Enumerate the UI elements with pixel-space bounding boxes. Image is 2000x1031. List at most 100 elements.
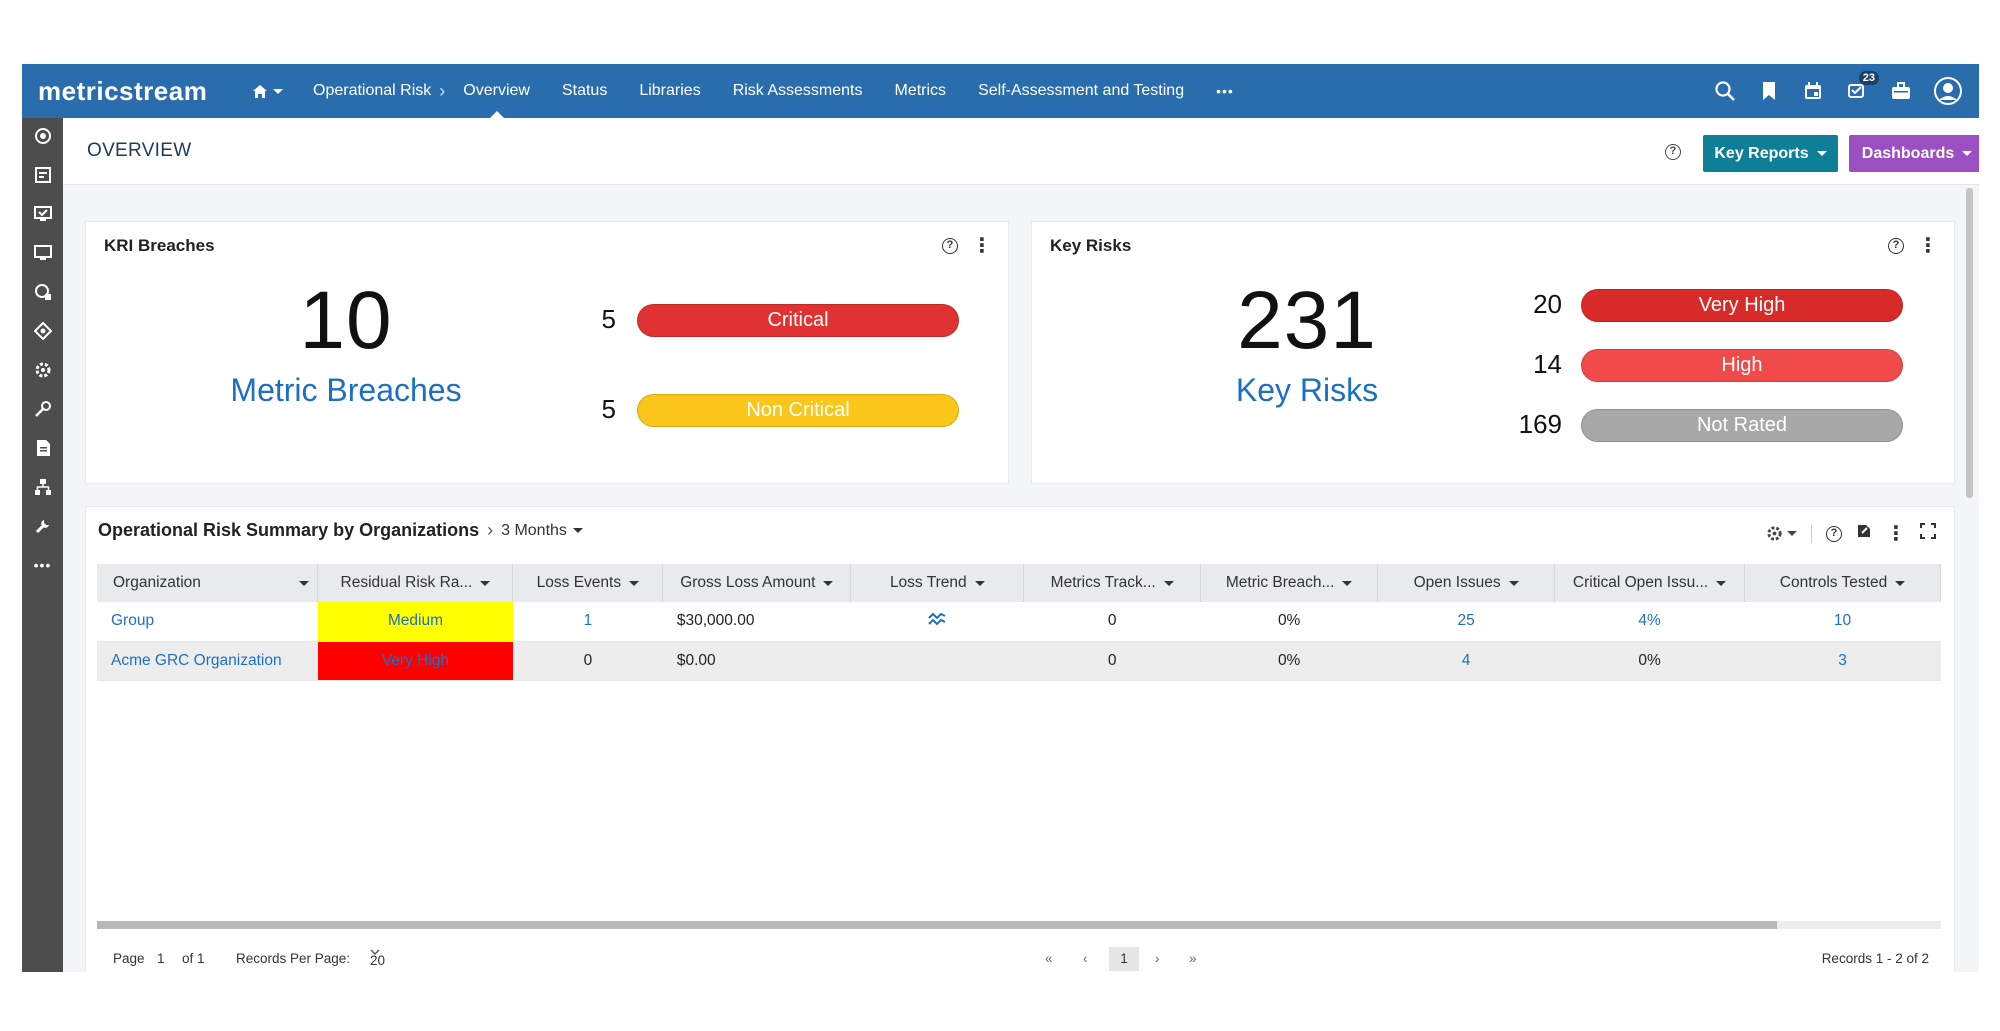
col-open-issues[interactable]: Open Issues: [1377, 564, 1556, 602]
grid-settings-gear-icon[interactable]: [1766, 525, 1797, 542]
page-label: Page: [113, 951, 145, 966]
kri-total-label[interactable]: Metric Breaches: [230, 372, 462, 408]
key-reports-button[interactable]: Key Reports: [1703, 135, 1838, 172]
main-nav: Operational Risk › Overview Status Libra…: [242, 64, 1250, 118]
risk-assessment-icon[interactable]: [33, 282, 53, 302]
last-page-icon[interactable]: »: [1189, 951, 1197, 966]
operational-risk-icon[interactable]: [33, 126, 53, 146]
sort-caret-icon: [974, 580, 985, 586]
help-icon[interactable]: ?: [1826, 525, 1842, 542]
records-per-page-select[interactable]: 20: [370, 949, 385, 968]
nav-more-button[interactable]: •••: [1216, 83, 1234, 99]
controls-tested-cell[interactable]: 10: [1744, 602, 1941, 642]
notifications-icon[interactable]: 23: [1845, 71, 1879, 103]
expand-icon[interactable]: [1920, 523, 1936, 544]
records-per-page-value: 20: [370, 953, 386, 968]
col-loss-events[interactable]: Loss Events: [512, 564, 664, 602]
col-controls-tested[interactable]: Controls Tested: [1744, 564, 1941, 602]
critical-open-cell[interactable]: 4%: [1554, 602, 1745, 642]
key-risks-card: Key Risks ? ⋮ 231 Key Risks 20 Very High…: [1031, 221, 1955, 484]
grid-tools: ? ⋮: [1766, 523, 1936, 544]
col-metrics-track[interactable]: Metrics Track...: [1023, 564, 1202, 602]
loss-events-cell[interactable]: 1: [512, 602, 663, 642]
open-issues-cell[interactable]: 25: [1377, 602, 1555, 642]
col-label: Gross Loss Amount: [680, 574, 816, 591]
controls-icon[interactable]: [33, 321, 53, 341]
col-organization[interactable]: Organization: [97, 564, 319, 602]
col-label: Loss Events: [536, 574, 622, 591]
col-metric-breach[interactable]: Metric Breach...: [1200, 564, 1379, 602]
scrollbar-thumb[interactable]: [97, 921, 1777, 929]
col-critical-open[interactable]: Critical Open Issu...: [1554, 564, 1746, 602]
col-label: Loss Trend: [889, 574, 967, 591]
nav-item-metrics[interactable]: Metrics: [894, 82, 947, 99]
page-of: of 1: [182, 951, 205, 966]
reports-icon[interactable]: [33, 165, 53, 185]
very-high-count: 20: [1533, 289, 1562, 319]
monitor-check-icon[interactable]: [33, 204, 53, 224]
bookmark-icon[interactable]: [1757, 79, 1781, 103]
calendar-icon[interactable]: [1801, 79, 1825, 103]
high-bar[interactable]: High: [1581, 349, 1903, 382]
nav-item-libraries[interactable]: Libraries: [639, 82, 701, 99]
controls-tested-cell[interactable]: 3: [1744, 641, 1941, 681]
org-name[interactable]: Group: [97, 602, 318, 642]
chevron-down-icon: [1962, 151, 1973, 156]
open-issues-cell[interactable]: 4: [1377, 641, 1555, 681]
org-name[interactable]: Acme GRC Organization: [97, 641, 318, 681]
kebab-menu-icon[interactable]: ⋮: [972, 235, 992, 257]
col-gross-loss[interactable]: Gross Loss Amount: [662, 564, 852, 602]
very-high-bar[interactable]: Very High: [1581, 289, 1903, 322]
residual-risk-cell[interactable]: Very High: [317, 641, 513, 681]
kri-non-critical-bar[interactable]: Non Critical: [637, 394, 959, 427]
period-dropdown[interactable]: 3 Months: [501, 522, 583, 540]
help-icon[interactable]: ?: [1665, 144, 1681, 160]
dashboards-button[interactable]: Dashboards: [1849, 135, 1979, 172]
current-page-button[interactable]: 1: [1109, 947, 1139, 971]
col-residual-risk[interactable]: Residual Risk Ra...: [317, 564, 514, 602]
kebab-menu-icon[interactable]: ⋮: [1918, 235, 1938, 257]
home-menu-button[interactable]: [242, 64, 297, 118]
key-risks-total-label[interactable]: Key Risks: [1235, 372, 1379, 408]
wrench-icon[interactable]: [33, 516, 53, 536]
metric-breach-cell: 0%: [1200, 641, 1378, 681]
nav-item-risk-assessments[interactable]: Risk Assessments: [732, 82, 863, 99]
more-apps-icon[interactable]: •••: [33, 557, 52, 573]
briefcase-icon[interactable]: [1889, 79, 1913, 103]
table-header-row: Organization Residual Risk Ra... Loss Ev…: [97, 564, 1941, 602]
nav-item-self-assessment[interactable]: Self-Assessment and Testing: [978, 82, 1185, 99]
document-icon[interactable]: [33, 438, 53, 458]
kebab-menu-icon[interactable]: ⋮: [1886, 522, 1906, 545]
export-icon[interactable]: [1856, 523, 1872, 544]
user-avatar-icon[interactable]: [1933, 76, 1963, 106]
page-title: OVERVIEW: [87, 140, 192, 161]
prev-page-icon[interactable]: ‹: [1083, 951, 1088, 966]
trend-icon[interactable]: [928, 611, 946, 627]
metric-breach-cell: 0%: [1200, 602, 1378, 642]
settings-gear-icon[interactable]: [33, 360, 53, 380]
sort-caret-icon: [1895, 580, 1906, 586]
summary-title-text: Operational Risk Summary by Organization…: [98, 520, 480, 540]
residual-risk-cell[interactable]: Medium: [317, 602, 513, 642]
col-label: Critical Open Issu...: [1572, 574, 1709, 591]
help-icon[interactable]: ?: [942, 238, 958, 254]
page-number-input[interactable]: 1: [157, 951, 165, 966]
not-rated-bar[interactable]: Not Rated: [1581, 409, 1903, 442]
nav-item-status[interactable]: Status: [561, 82, 608, 99]
tools-icon[interactable]: [33, 399, 53, 419]
help-icon[interactable]: ?: [1888, 238, 1904, 254]
hierarchy-icon[interactable]: [33, 477, 53, 497]
kri-card-title: KRI Breaches: [104, 236, 215, 255]
col-loss-trend[interactable]: Loss Trend: [850, 564, 1025, 602]
next-page-icon[interactable]: ›: [1155, 951, 1160, 966]
nav-item-operational-risk[interactable]: Operational Risk: [313, 82, 432, 99]
kri-critical-bar[interactable]: Critical: [637, 304, 959, 337]
search-icon[interactable]: [1713, 79, 1737, 103]
first-page-icon[interactable]: «: [1045, 951, 1053, 966]
horizontal-scrollbar[interactable]: [97, 921, 1941, 929]
monitor-icon[interactable]: [33, 243, 53, 263]
nav-item-overview[interactable]: Overview: [447, 64, 546, 118]
page-scrollbar[interactable]: [1966, 188, 1973, 498]
loss-trend-cell[interactable]: [850, 602, 1024, 642]
kri-breaches-card: KRI Breaches ? ⋮ 10 Metric Breaches 5 Cr…: [85, 221, 1009, 484]
